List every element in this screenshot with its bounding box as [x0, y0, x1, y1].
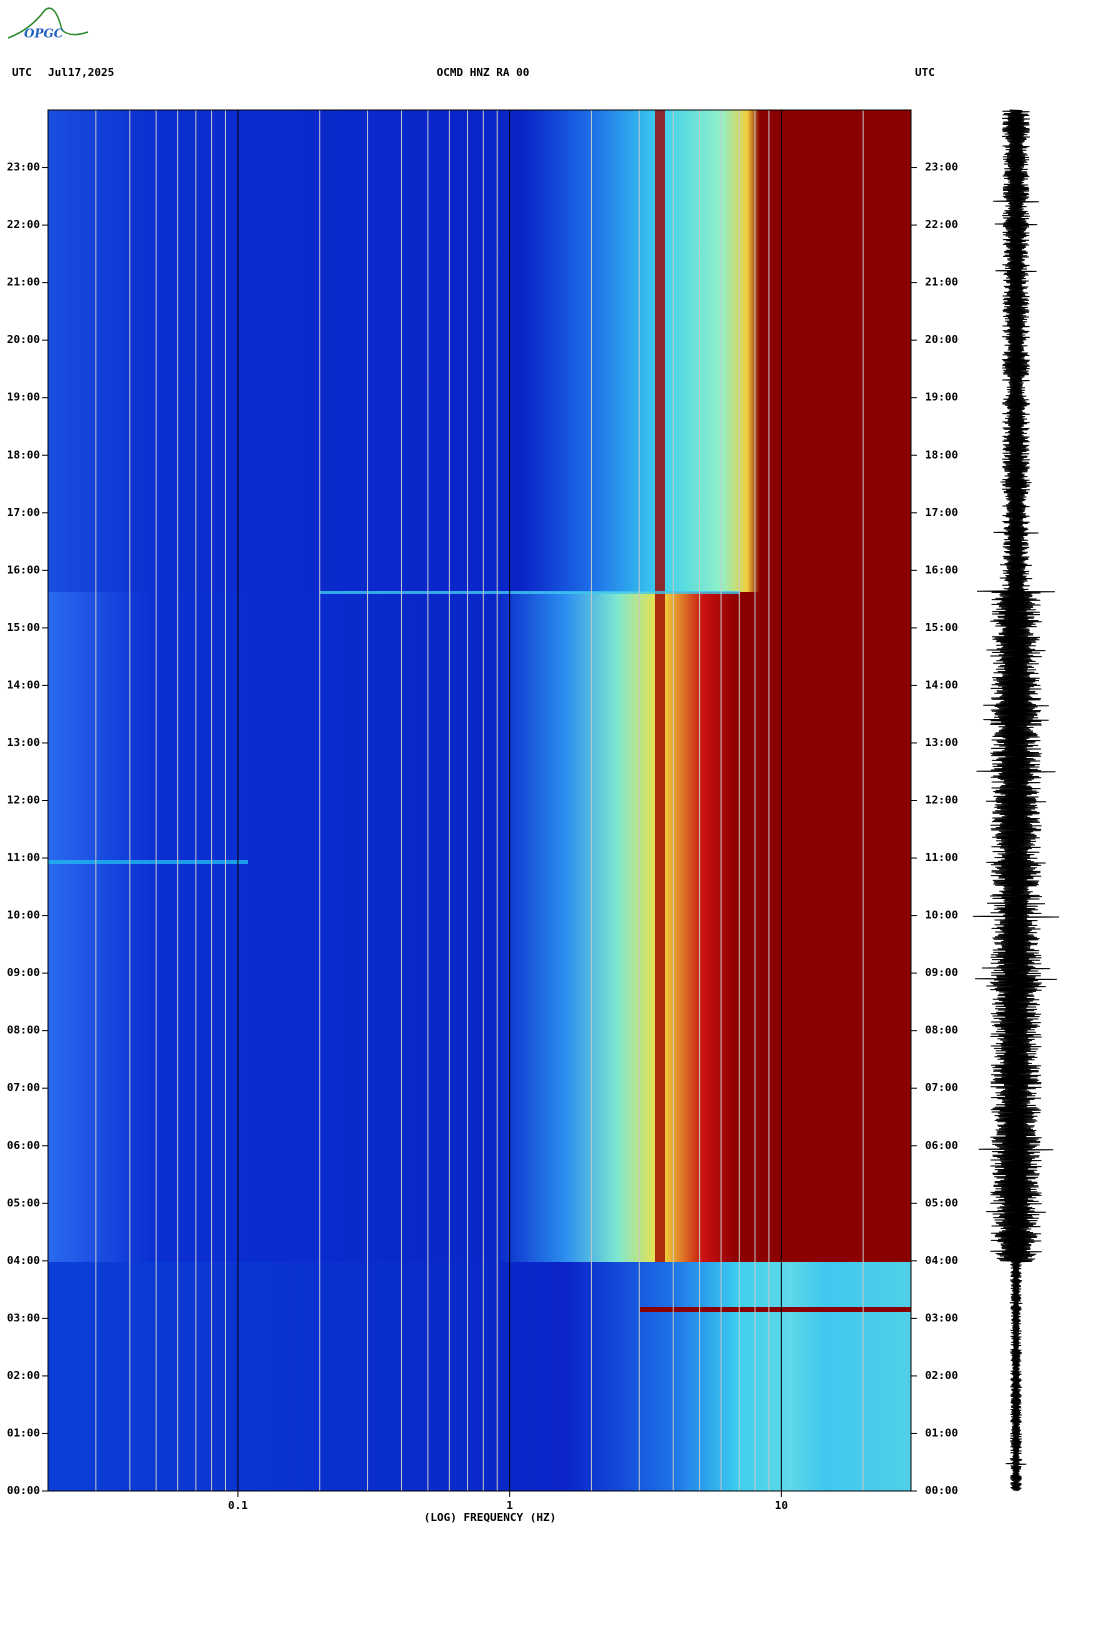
- logo-text: OPGC: [24, 27, 64, 41]
- y-tick-label: 11:00: [925, 851, 958, 864]
- y-tick-label: 09:00: [925, 966, 958, 979]
- y-tick-label: 17:00: [925, 506, 958, 519]
- y-tick-label: 20:00: [7, 333, 40, 346]
- spectrogram-band: [48, 110, 911, 592]
- y-tick-label: 05:00: [925, 1196, 958, 1209]
- date: Jul17,2025: [48, 66, 114, 79]
- y-tick-label: 03:00: [925, 1311, 958, 1324]
- y-tick-label: 00:00: [7, 1484, 40, 1497]
- y-tick-label: 07:00: [7, 1081, 40, 1094]
- x-tick-label: 1: [506, 1499, 513, 1512]
- y-tick-label: 01:00: [925, 1426, 958, 1439]
- y-tick-label: 03:00: [7, 1311, 40, 1324]
- y-tick-label: 07:00: [925, 1081, 958, 1094]
- spectral-line: [655, 110, 665, 1262]
- y-tick-label: 00:00: [925, 1484, 958, 1497]
- y-tick-label: 21:00: [7, 276, 40, 289]
- y-tick-label: 16:00: [7, 563, 40, 576]
- y-tick-label: 06:00: [7, 1139, 40, 1152]
- y-tick-label: 02:00: [7, 1369, 40, 1382]
- y-tick-label: 04:00: [7, 1254, 40, 1267]
- y-tick-label: 14:00: [925, 678, 958, 691]
- y-tick-label: 08:00: [925, 1024, 958, 1037]
- y-tick-label: 13:00: [925, 736, 958, 749]
- x-tick-label: 10: [775, 1499, 788, 1512]
- timezone-right: UTC: [915, 66, 935, 79]
- y-tick-label: 22:00: [925, 218, 958, 231]
- spectrogram: [48, 110, 911, 1491]
- y-tick-label: 11:00: [7, 851, 40, 864]
- x-tick-label: 0.1: [228, 1499, 248, 1512]
- y-tick-label: 18:00: [925, 448, 958, 461]
- y-tick-label: 19:00: [925, 391, 958, 404]
- logo: OPGC: [7, 7, 89, 41]
- waveform: [972, 109, 1060, 1492]
- y-tick-label: 10:00: [925, 909, 958, 922]
- y-tick-label: 15:00: [7, 621, 40, 634]
- x-axis-label: (LOG) FREQUENCY (HZ): [424, 1511, 556, 1524]
- y-tick-label: 12:00: [7, 794, 40, 807]
- timezone-left: UTC: [12, 66, 32, 79]
- spectrogram-band: [48, 592, 911, 1262]
- y-tick-label: 15:00: [925, 621, 958, 634]
- y-tick-label: 18:00: [7, 448, 40, 461]
- y-tick-label: 02:00: [925, 1369, 958, 1382]
- y-tick-label: 16:00: [925, 563, 958, 576]
- y-tick-label: 12:00: [925, 794, 958, 807]
- y-tick-label: 10:00: [7, 909, 40, 922]
- y-tick-label: 22:00: [7, 218, 40, 231]
- event-streak: [48, 860, 248, 864]
- y-tick-label: 14:00: [7, 678, 40, 691]
- chart-title: OCMD HNZ RA 00: [437, 66, 530, 79]
- y-tick-label: 17:00: [7, 506, 40, 519]
- event-streak: [640, 1307, 911, 1312]
- event-streak: [320, 591, 740, 594]
- y-tick-label: 04:00: [925, 1254, 958, 1267]
- y-tick-label: 19:00: [7, 391, 40, 404]
- y-tick-label: 06:00: [925, 1139, 958, 1152]
- y-tick-label: 13:00: [7, 736, 40, 749]
- y-tick-label: 21:00: [925, 276, 958, 289]
- y-tick-label: 08:00: [7, 1024, 40, 1037]
- logo-mark: [7, 7, 89, 39]
- y-tick-label: 20:00: [925, 333, 958, 346]
- y-tick-label: 23:00: [925, 161, 958, 174]
- y-tick-label: 23:00: [7, 161, 40, 174]
- spectrogram-band: [48, 1262, 911, 1491]
- y-tick-label: 01:00: [7, 1426, 40, 1439]
- y-tick-label: 09:00: [7, 966, 40, 979]
- y-tick-label: 05:00: [7, 1196, 40, 1209]
